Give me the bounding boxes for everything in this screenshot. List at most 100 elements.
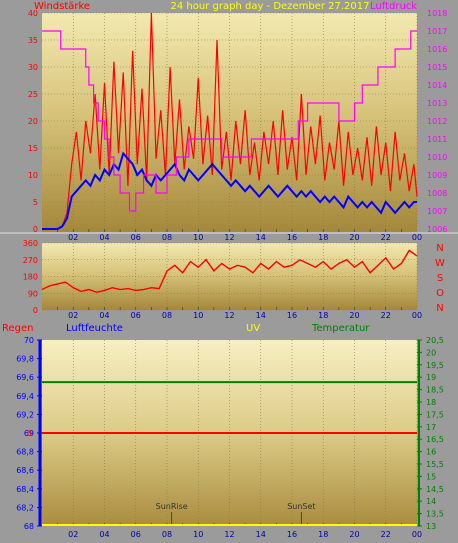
x-tick-label: 12: [224, 311, 234, 320]
x-tick-label: 00: [412, 233, 422, 242]
wind-y-tick-label: 35: [28, 36, 38, 45]
wind-series: [42, 12, 418, 230]
pressure-y-tick-label: 1009: [427, 171, 447, 180]
wind-y-tick-label: 30: [28, 63, 38, 72]
x-tick-label: 18: [318, 311, 328, 320]
direction-y-tick-label: 0: [33, 306, 38, 315]
wind-y-tick-label: 15: [28, 144, 38, 153]
x-tick-label: 10: [193, 311, 203, 320]
x-tick-label: 08: [162, 233, 172, 242]
direction-grid: [42, 242, 418, 311]
compass-s: S: [437, 273, 443, 284]
x-tick-label: 00: [412, 530, 422, 539]
temperature-y-tick-label: 18: [426, 398, 436, 407]
humidity-y-tick-label: 68,4: [16, 485, 34, 494]
x-tick-label: 08: [162, 530, 172, 539]
x-tick-label: 18: [318, 530, 328, 539]
humidity-y-tick-label: 69,6: [16, 373, 34, 382]
direction-series: [41, 249, 418, 294]
temperature-y-tick-label: 13,5: [426, 510, 444, 519]
pressure-y-tick-label: 1010: [427, 153, 447, 162]
humidity-y-tick-label: 68: [24, 522, 34, 531]
x-tick-label: 16: [287, 530, 297, 539]
x-tick-label: 10: [193, 530, 203, 539]
wind-y-tick-label: 25: [28, 90, 38, 99]
x-tick-label: 04: [99, 311, 109, 320]
rain-label: Regen: [2, 323, 34, 334]
x-tick-label: 00: [412, 311, 422, 320]
humidity-y-tick-label: 68,8: [16, 448, 34, 457]
x-tick-label: 18: [318, 233, 328, 242]
x-tick-label: 04: [99, 233, 109, 242]
pressure-y-tick-label: 1016: [427, 45, 447, 54]
x-tick-label: 20: [349, 311, 359, 320]
temperature-y-tick-label: 15,5: [426, 460, 444, 469]
temperature-y-tick-label: 17,5: [426, 410, 444, 419]
header-title: 24 hour graph day - Dezember 27.2017: [171, 1, 370, 12]
temperature-y-tick-label: 16: [426, 448, 436, 457]
temperature-y-tick-label: 20,5: [426, 336, 444, 345]
rain-zero-label: 0: [27, 429, 32, 438]
humidity-y-tick-label: 69,8: [16, 355, 34, 364]
x-tick-label: 02: [68, 311, 78, 320]
x-tick-label: 12: [224, 530, 234, 539]
temperature-y-tick-label: 15: [426, 472, 436, 481]
temperature-label: Temperatur: [311, 323, 370, 334]
pressure-y-tick-label: 1015: [427, 63, 447, 72]
temperature-y-tick-label: 14,5: [426, 485, 444, 494]
series-line-2: [42, 30, 417, 212]
x-tick-label: 02: [68, 233, 78, 242]
temperature-y-tick-label: 16,5: [426, 435, 444, 444]
compass-n-bottom: N: [436, 303, 443, 314]
pressure-y-tick-label: 1013: [427, 99, 447, 108]
compass-n-top: N: [436, 243, 443, 254]
wind-y-tick-label: 5: [33, 198, 38, 207]
sun-marker-label: SunRise: [156, 502, 188, 511]
direction-y-tick-label: 90: [28, 289, 38, 298]
direction-series-line: [41, 249, 418, 294]
x-tick-label: 22: [381, 233, 391, 242]
temperature-y-tick-label: 14: [426, 497, 436, 506]
wind-y-tick-label: 20: [28, 117, 38, 126]
x-tick-label: 20: [349, 233, 359, 242]
x-tick-label: 14: [256, 311, 266, 320]
temperature-y-tick-label: 13: [426, 522, 436, 531]
pressure-y-tick-label: 1006: [427, 225, 447, 234]
pressure-y-tick-label: 1017: [427, 27, 447, 36]
humidity-y-tick-label: 70: [24, 336, 34, 345]
x-tick-label: 12: [224, 233, 234, 242]
x-tick-label: 06: [131, 233, 141, 242]
series-line-1: [42, 151, 417, 230]
direction-y-tick-label: 270: [23, 256, 38, 265]
x-tick-label: 22: [381, 311, 391, 320]
humidity-y-tick-label: 69: [24, 429, 34, 438]
x-tick-label: 14: [256, 530, 266, 539]
compass-o: O: [436, 288, 444, 299]
humidity-y-tick-label: 68,6: [16, 466, 34, 475]
pressure-y-tick-label: 1008: [427, 189, 447, 198]
pressure-y-tick-label: 1018: [427, 9, 447, 18]
sun-marker-label: SunSet: [287, 502, 315, 511]
humidity-label: Luftfeuchte: [66, 323, 123, 334]
x-tick-label: 06: [131, 311, 141, 320]
climate-grid: [37, 339, 422, 527]
humidity-y-tick-label: 69,2: [16, 410, 34, 419]
wind-y-tick-label: 0: [33, 225, 38, 234]
wind-y-tick-label: 10: [28, 171, 38, 180]
x-tick-label: 16: [287, 233, 297, 242]
series-line-0: [42, 12, 418, 230]
header-left-label: Windstärke: [34, 1, 90, 12]
x-tick-label: 16: [287, 311, 297, 320]
compass-w: W: [435, 258, 445, 269]
pressure-y-tick-label: 1014: [427, 81, 447, 90]
header-right-label: Luftdruck: [370, 1, 417, 12]
pressure-y-tick-label: 1011: [427, 135, 447, 144]
uv-label: UV: [246, 323, 260, 334]
x-tick-label: 04: [99, 530, 109, 539]
x-tick-label: 06: [131, 530, 141, 539]
temperature-y-tick-label: 17: [426, 423, 436, 432]
climate-series: SunRise SunSet: [42, 381, 417, 526]
